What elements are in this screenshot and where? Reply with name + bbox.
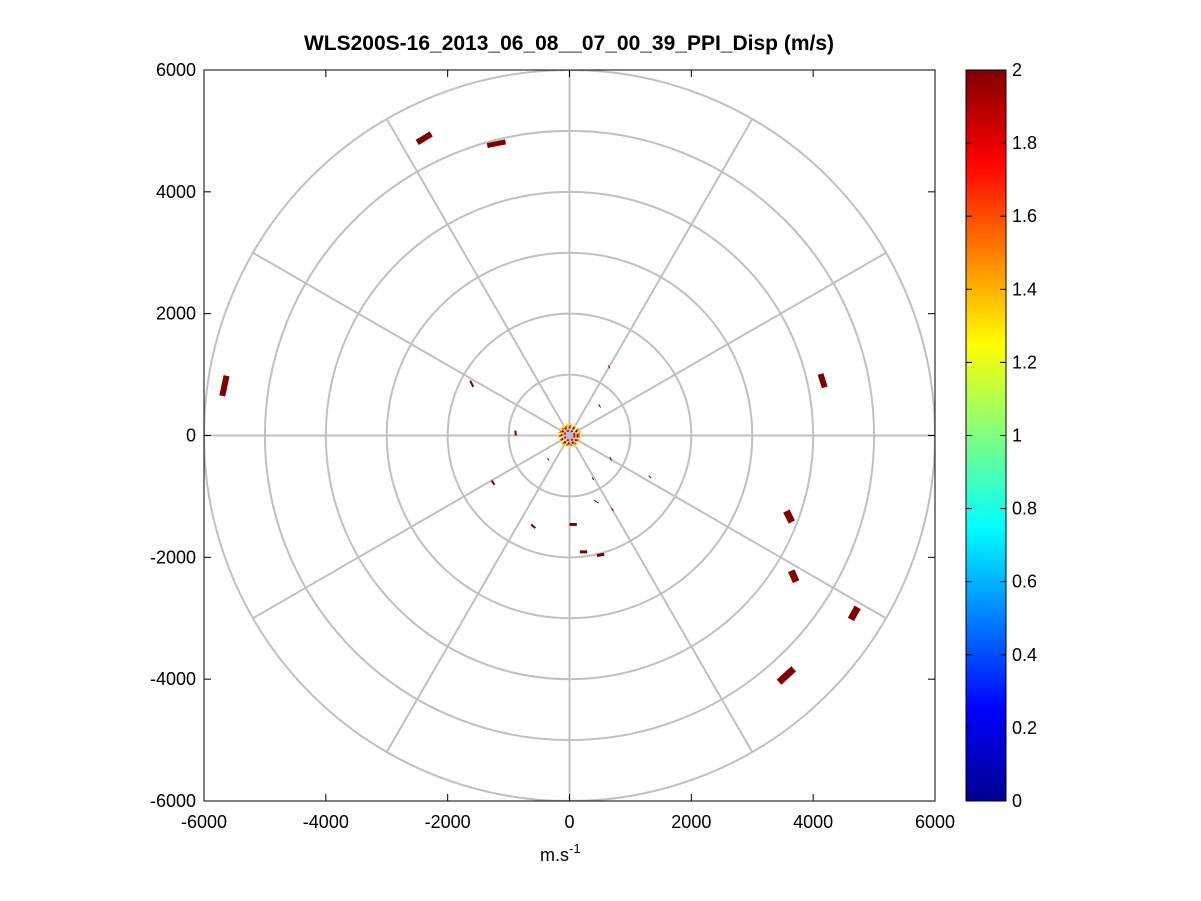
data-segment (596, 552, 605, 557)
colorbar-tick-label: 0.6 (1012, 572, 1037, 592)
y-tick-label: -6000 (150, 791, 196, 811)
data-segment (415, 131, 433, 146)
data-segment (514, 430, 517, 436)
grid-ring (385, 251, 754, 620)
grid-ring (324, 190, 815, 681)
y-tick-label: 0 (186, 426, 196, 446)
grid-ring (507, 373, 632, 498)
data-segment (609, 456, 612, 461)
data-segments (219, 131, 861, 685)
data-segment (486, 139, 507, 148)
colorbar-tick-label: 1.4 (1012, 279, 1037, 299)
x-axis-label-base: m.s (540, 845, 569, 865)
center-cluster-ring (557, 423, 582, 448)
x-tick-label: 0 (564, 812, 574, 832)
data-segment (817, 373, 828, 389)
data-segment (219, 375, 230, 397)
y-tick-label: 2000 (156, 304, 196, 324)
y-tick-label: 6000 (156, 60, 196, 80)
center-cluster (557, 423, 582, 448)
data-segment (598, 404, 601, 408)
grid-ring (263, 129, 876, 742)
colorbar-gradient (965, 69, 1007, 802)
data-segment (776, 666, 797, 685)
plot-area: -6000 -4000 -2000 0 2000 4000 6000 6000 4000 2000… (150, 60, 955, 832)
center-cluster-ring (560, 426, 579, 445)
colorbar-tick-label: 1.8 (1012, 133, 1037, 153)
grid-ring (446, 312, 693, 559)
colorbar-tick-label: 0.4 (1012, 645, 1037, 665)
center-cluster-ring (562, 428, 577, 443)
y-tick-label: 4000 (156, 182, 196, 202)
data-segment (783, 509, 795, 524)
colorbar-tick-label: 0.8 (1012, 499, 1037, 519)
x-tick-label: 2000 (671, 812, 711, 832)
data-segment (648, 475, 652, 479)
data-segment (469, 380, 475, 388)
colorbar-tick-label: 1.6 (1012, 206, 1037, 226)
colorbar-tick-label: 0.2 (1012, 718, 1037, 738)
data-segment (490, 479, 496, 486)
data-segment (547, 457, 550, 461)
data-segment (593, 499, 600, 504)
x-tick-label: -6000 (181, 812, 227, 832)
y-tick-label: -2000 (150, 547, 196, 567)
data-segment (608, 365, 611, 369)
data-segment (530, 523, 537, 529)
colorbar-tick-label: 1.2 (1012, 352, 1037, 372)
colorbar: 0 0.2 0.4 0.6 0.8 1 1.2 1.4 1.6 1.8 2 (965, 60, 1037, 811)
x-tick-label: 4000 (793, 812, 833, 832)
axis-ticks: -6000 -4000 -2000 0 2000 4000 6000 6000 4000 2000… (150, 60, 955, 832)
y-tick-label: -4000 (150, 669, 196, 689)
colorbar-tick-label: 2 (1012, 60, 1022, 80)
center-cluster-core (565, 431, 574, 440)
x-axis-label-superscript: -1 (569, 841, 581, 856)
x-tick-label: -4000 (303, 812, 349, 832)
center-cluster-ring (559, 425, 580, 446)
x-tick-label: 6000 (915, 812, 955, 832)
data-segment (611, 507, 614, 512)
x-tick-label: -2000 (425, 812, 471, 832)
colorbar-ticks: 0 0.2 0.4 0.6 0.8 1 1.2 1.4 1.6 1.8 2 (966, 60, 1037, 811)
colorbar-tick-label: 0 (1012, 791, 1022, 811)
x-axis-label: m.s-1 (540, 841, 581, 865)
center-cluster-ring (563, 429, 576, 442)
polar-grid (204, 70, 935, 801)
colorbar-tick-label: 1 (1012, 426, 1022, 446)
data-segment (591, 477, 595, 481)
chart-title: WLS200S-16_2013_06_08__07_00_39_PPI_Disp… (304, 32, 834, 55)
data-segment (788, 569, 800, 584)
data-segment (847, 605, 861, 622)
